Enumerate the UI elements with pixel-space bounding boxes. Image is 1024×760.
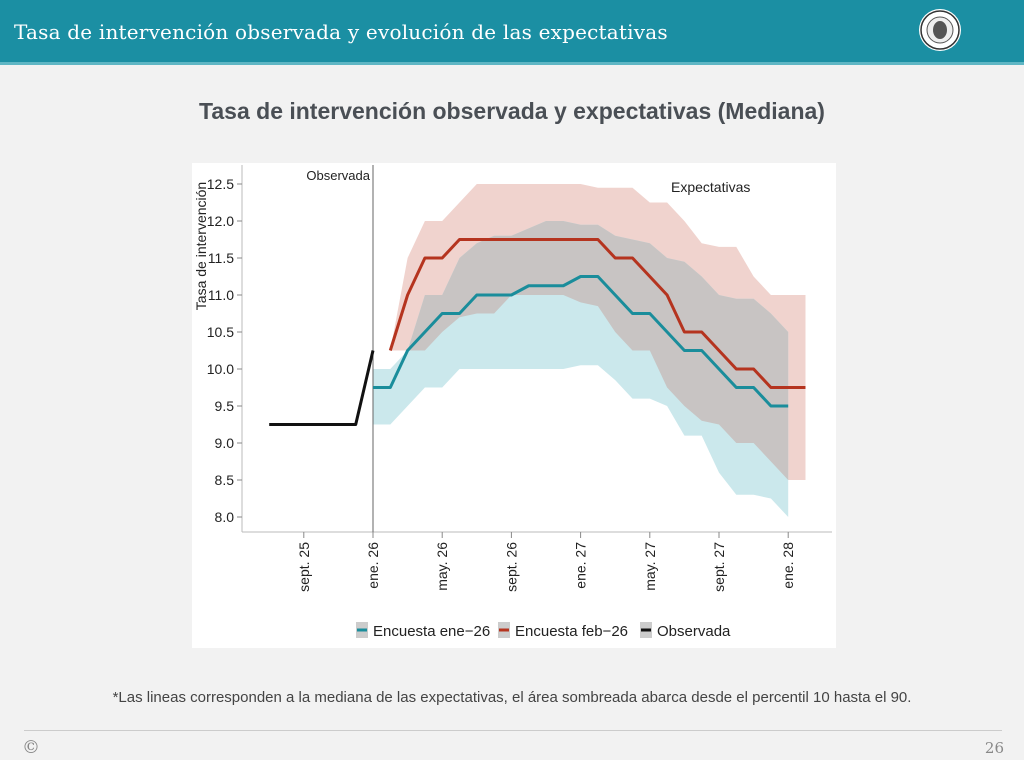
y-tick-label: 12.0 — [207, 213, 234, 229]
line-encuesta-feb-26 — [388, 238, 806, 389]
x-tick-label: ene. 26 — [365, 542, 381, 589]
header-bar: Tasa de intervención observada y evoluci… — [0, 0, 1024, 65]
line-encuesta-ene-26 — [373, 275, 789, 408]
legend-label: Observada — [657, 623, 731, 640]
x-tick-label: ene. 28 — [780, 542, 796, 589]
legend-label: Encuesta feb−26 — [515, 623, 628, 640]
footnote: *Las lineas corresponden a la mediana de… — [112, 689, 912, 706]
annotation-observada: Observada — [306, 168, 370, 183]
y-tick-label: 9.5 — [215, 398, 235, 414]
y-tick-label: 8.0 — [215, 509, 235, 525]
page-number: 26 — [984, 739, 1004, 757]
annotation-expectativas: Expectativas — [671, 179, 750, 195]
y-tick-label: 10.0 — [207, 361, 234, 377]
y-tick-label: 9.0 — [215, 435, 235, 451]
line-observada — [269, 350, 375, 426]
legend-label: Encuesta ene−26 — [373, 623, 490, 640]
x-tick-label: may. 26 — [434, 542, 450, 591]
x-tick-label: sept. 26 — [503, 542, 519, 592]
slide-title: Tasa de intervención observada y expecta… — [199, 98, 825, 124]
y-tick-label: 11.5 — [208, 250, 234, 266]
x-tick-label: ene. 27 — [573, 542, 589, 589]
y-tick-label: 11.0 — [208, 287, 234, 303]
bank-logo-icon — [919, 9, 961, 51]
x-tick-label: may. 27 — [642, 542, 658, 591]
y-axis-label: Tasa de intervención — [193, 182, 209, 310]
x-tick-label: sept. 27 — [711, 542, 727, 592]
header-title: Tasa de intervención observada y evoluci… — [14, 20, 668, 44]
copyright-icon: © — [22, 737, 40, 758]
footer-divider — [24, 730, 1002, 731]
y-tick-label: 10.5 — [207, 324, 234, 340]
x-tick-label: sept. 25 — [296, 542, 312, 592]
y-tick-label: 8.5 — [215, 472, 235, 488]
y-tick-label: 12.5 — [207, 176, 234, 192]
chart: 8.0 8.5 9.0 9.5 10.0 10.5 11.0 11.5 12.0 12.5 sept… — [193, 165, 832, 640]
chart-panel: 8.0 8.5 9.0 9.5 10.0 10.5 11.0 11.5 12.0 12.5 sept… — [192, 163, 836, 648]
